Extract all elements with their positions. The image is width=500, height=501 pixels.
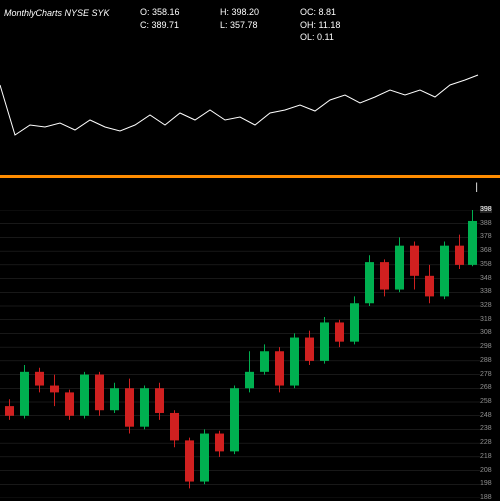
- y-tick-label: 248: [480, 412, 492, 419]
- divider-line: [0, 175, 500, 178]
- y-tick-label: 228: [480, 439, 492, 446]
- y-tick-label: 368: [480, 247, 492, 254]
- indicator-line-chart: [0, 35, 480, 170]
- y-tick-label: 338: [480, 288, 492, 295]
- y-tick-label: 358: [480, 261, 492, 268]
- current-marker: |: [475, 182, 478, 193]
- candlestick-chart: [0, 210, 480, 498]
- y-tick-label: 198: [480, 480, 492, 487]
- y-tick-label: 378: [480, 233, 492, 240]
- close-value: C: 389.71: [140, 19, 220, 32]
- y-tick-label: 218: [480, 453, 492, 460]
- y-tick-label: 388: [480, 220, 492, 227]
- open-value: O: 358.16: [140, 6, 220, 19]
- y-tick-label: 348: [480, 275, 492, 282]
- y-tick-label: 288: [480, 357, 492, 364]
- y-tick-label: 258: [480, 398, 492, 405]
- y-tick-label: 278: [480, 371, 492, 378]
- y-tick-label: 398: [480, 206, 492, 213]
- y-axis-labels: 3983883783683583483383283183082982882782…: [480, 210, 500, 498]
- oc-value: OC: 8.81: [300, 6, 370, 19]
- y-tick-label: 268: [480, 384, 492, 391]
- y-tick-label: 238: [480, 425, 492, 432]
- chart-title: MonthlyCharts NYSE SYK: [4, 8, 110, 18]
- y-tick-label: 208: [480, 467, 492, 474]
- y-tick-label: 308: [480, 329, 492, 336]
- y-tick-label: 328: [480, 302, 492, 309]
- low-value: L: 357.78: [220, 19, 300, 32]
- y-tick-label: 298: [480, 343, 492, 350]
- high-value: H: 398.20: [220, 6, 300, 19]
- oh-value: OH: 11.18: [300, 19, 370, 32]
- y-tick-label: 318: [480, 316, 492, 323]
